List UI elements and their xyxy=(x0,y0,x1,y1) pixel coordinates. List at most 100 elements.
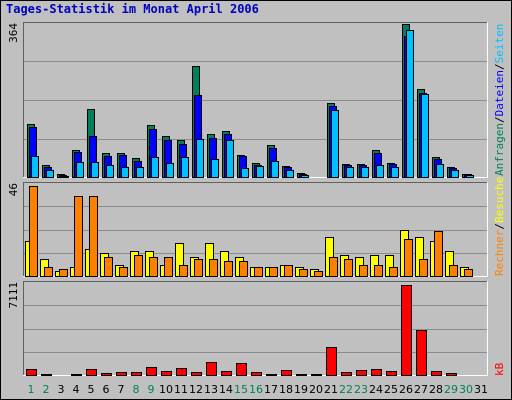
legend-entry: Seiten xyxy=(493,24,506,64)
bar-seiten xyxy=(151,157,159,178)
bar-kb xyxy=(371,369,382,376)
x-tick-label: 20 xyxy=(309,383,323,396)
x-tick-label: 31 xyxy=(474,383,488,396)
legend-entry: Dateien xyxy=(493,70,506,116)
bar-seiten xyxy=(166,163,174,178)
bar-kb xyxy=(41,374,52,376)
bar-seiten xyxy=(361,167,369,178)
bar-seiten xyxy=(346,167,354,178)
bar-kb xyxy=(281,370,292,376)
legend-hits-files-pages: Anfragen/Dateien/Seiten xyxy=(493,24,506,176)
x-tick-label: 13 xyxy=(204,383,218,396)
bar-rechner xyxy=(434,231,443,277)
bar-kb xyxy=(236,363,247,376)
legend-kb: kB xyxy=(493,362,506,376)
x-tick-label: 24 xyxy=(369,383,383,396)
bar-rechner xyxy=(224,261,233,277)
bar-seiten xyxy=(76,162,84,178)
bar-seiten xyxy=(46,170,54,178)
bar-rechner xyxy=(89,196,98,277)
bar-rechner xyxy=(449,265,458,277)
x-tick-label: 18 xyxy=(279,383,293,396)
x-tick-label: 29 xyxy=(444,383,458,396)
x-tick-label: 27 xyxy=(414,383,428,396)
bar-seiten xyxy=(181,157,189,178)
bar-rechner xyxy=(59,269,68,277)
legend-entry: Anfragen xyxy=(493,123,506,176)
legend-sites-visits: Rechner/Besuche xyxy=(493,177,506,276)
x-tick-label: 4 xyxy=(73,383,80,396)
bar-rechner xyxy=(284,265,293,277)
bar-kb xyxy=(146,367,157,376)
chart-title: Tages-Statistik im Monat April 2006 xyxy=(6,2,259,16)
bar-rechner xyxy=(29,186,38,277)
x-tick-label: 30 xyxy=(459,383,473,396)
bar-rechner xyxy=(314,271,323,277)
x-tick-label: 21 xyxy=(324,383,338,396)
x-tick-label: 10 xyxy=(159,383,173,396)
bar-kb xyxy=(311,374,322,376)
bar-kb xyxy=(116,372,127,376)
legend-entry: / xyxy=(493,223,506,230)
x-tick-label: 15 xyxy=(234,383,248,396)
bar-rechner xyxy=(134,255,143,277)
bar-seiten xyxy=(301,175,309,178)
bar-rechner xyxy=(44,267,53,277)
bar-kb xyxy=(206,362,217,376)
x-tick-label: 26 xyxy=(399,383,413,396)
x-tick-label: 17 xyxy=(264,383,278,396)
panel-3: 7111 xyxy=(7,281,488,376)
x-tick-label: 22 xyxy=(339,383,353,396)
bar-rechner xyxy=(209,259,218,277)
bar-seiten xyxy=(31,156,39,178)
bar-seiten xyxy=(256,166,264,178)
bar-seiten xyxy=(436,164,444,178)
bar-seiten xyxy=(376,165,384,178)
bar-seiten xyxy=(226,140,234,178)
bar-seiten xyxy=(196,139,204,178)
bar-rechner xyxy=(404,239,413,277)
bar-rechner xyxy=(179,265,188,277)
bar-kb xyxy=(356,370,367,376)
x-tick-label: 11 xyxy=(174,383,188,396)
bar-rechner xyxy=(464,269,473,277)
bar-rechner xyxy=(419,259,428,277)
x-tick-label: 5 xyxy=(88,383,95,396)
x-tick-label: 16 xyxy=(249,383,263,396)
x-tick-label: 9 xyxy=(148,383,155,396)
bar-kb xyxy=(431,371,442,376)
bar-seiten xyxy=(466,175,474,178)
bar-rechner xyxy=(104,257,113,277)
bar-rechner xyxy=(119,267,128,277)
bar-rechner xyxy=(149,257,158,277)
bar-kb xyxy=(131,372,142,376)
legend-entry: Besuche xyxy=(493,177,506,223)
bar-kb xyxy=(341,372,352,376)
x-tick-label: 14 xyxy=(219,383,233,396)
bar-rechner xyxy=(164,257,173,277)
bar-rechner xyxy=(74,196,83,277)
bar-seiten xyxy=(61,176,69,178)
bar-seiten xyxy=(211,159,219,178)
legend-entry: / xyxy=(493,63,506,70)
bar-seiten xyxy=(136,167,144,178)
bar-seiten xyxy=(451,170,459,178)
bar-seiten xyxy=(286,170,294,178)
bar-rechner xyxy=(269,267,278,277)
bar-seiten xyxy=(106,165,114,178)
x-axis-labels: 1 2 3 4 5 6 7 8 9 10 11 12 13 14 15 16 17 18 19 20 21 22 23 24 2… xyxy=(28,383,489,396)
bar-kb xyxy=(386,371,397,376)
bar-rechner xyxy=(194,259,203,277)
bar-seiten xyxy=(121,167,129,178)
bar-kb xyxy=(26,369,37,376)
legend-entry: kB xyxy=(493,362,506,376)
x-tick-label: 3 xyxy=(58,383,65,396)
bar-seiten xyxy=(91,162,99,178)
y-max-label: 7111 xyxy=(7,282,20,309)
bar-kb xyxy=(161,371,172,376)
bar-rechner xyxy=(344,259,353,277)
bar-kb xyxy=(416,330,427,376)
y-max-label: 46 xyxy=(7,183,20,196)
bar-kb xyxy=(86,369,97,376)
bar-seiten xyxy=(406,30,414,178)
